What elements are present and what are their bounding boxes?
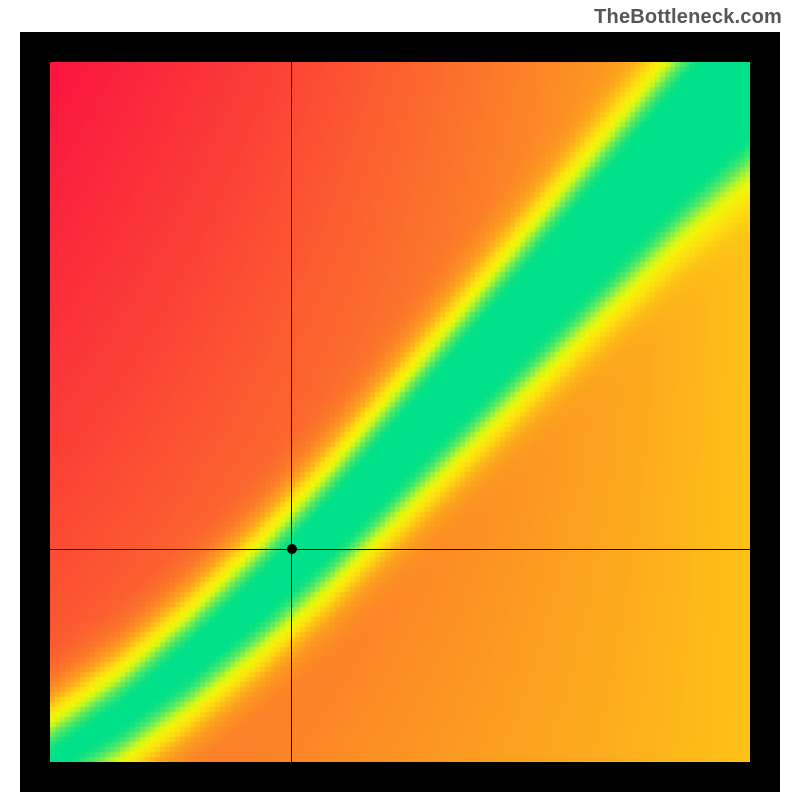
heatmap-plot-area [50,62,750,762]
figure-root: TheBottleneck.com [0,0,800,800]
marker-dot [287,544,297,554]
plot-black-frame [20,32,780,792]
crosshair-horizontal [50,549,750,550]
crosshair-vertical [291,62,292,762]
brand-watermark: TheBottleneck.com [594,6,782,29]
heatmap-canvas [50,62,750,762]
